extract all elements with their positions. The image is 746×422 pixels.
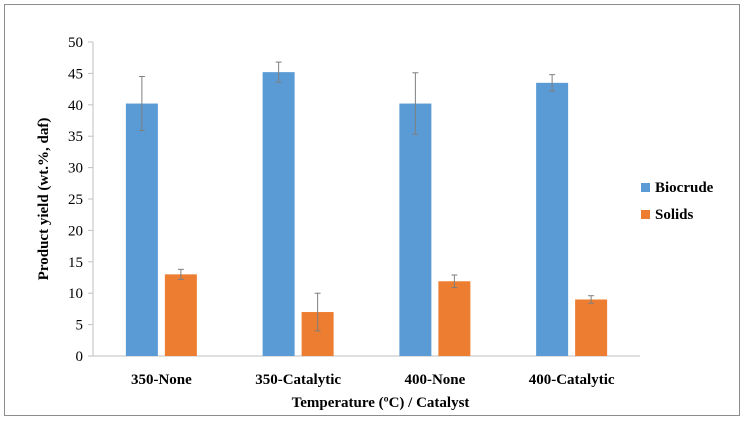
y-tick-label: 0 <box>76 349 84 365</box>
legend-label-solids: Solids <box>655 207 694 223</box>
bar-biocrude <box>262 72 295 357</box>
x-axis-title: Temperature (ºC) / Catalyst <box>292 395 470 411</box>
y-axis-ticks: 0 5 10 15 20 25 30 35 40 45 50 <box>68 35 93 365</box>
bar-biocrude <box>536 82 569 356</box>
y-tick-label: 30 <box>68 161 83 177</box>
legend-label-biocrude: Biocrude <box>655 180 714 196</box>
bar-biocrude <box>125 103 158 356</box>
y-tick-label: 45 <box>68 66 83 82</box>
legend: Biocrude Solids <box>641 180 714 223</box>
bar-solids <box>164 274 197 356</box>
category-labels: 350-None 350-Catalytic 400-None 400-Catalyt… <box>131 372 615 388</box>
y-axis-title: Product yield (wt.%, daf) <box>36 118 52 281</box>
legend-swatch-solids <box>641 210 650 219</box>
y-tick-label: 15 <box>68 255 83 271</box>
bar-group <box>125 72 608 357</box>
error-bar-group <box>138 61 595 332</box>
x-category-label: 350-Catalytic <box>255 372 341 388</box>
y-tick-label: 35 <box>68 129 83 145</box>
y-tick-label: 25 <box>68 192 83 208</box>
y-tick-label: 50 <box>68 35 83 51</box>
x-category-label: 400-None <box>404 372 465 388</box>
y-tick-label: 40 <box>68 98 83 114</box>
y-tick-label: 10 <box>68 286 83 302</box>
x-category-label: 350-None <box>131 372 192 388</box>
bar-solids <box>438 281 471 356</box>
legend-swatch-biocrude <box>641 183 650 192</box>
bar-solids <box>575 299 608 356</box>
y-tick-label: 20 <box>68 223 83 239</box>
y-tick-label: 5 <box>76 318 84 334</box>
x-category-label: 400-Catalytic <box>529 372 615 388</box>
bar-biocrude <box>399 103 432 356</box>
